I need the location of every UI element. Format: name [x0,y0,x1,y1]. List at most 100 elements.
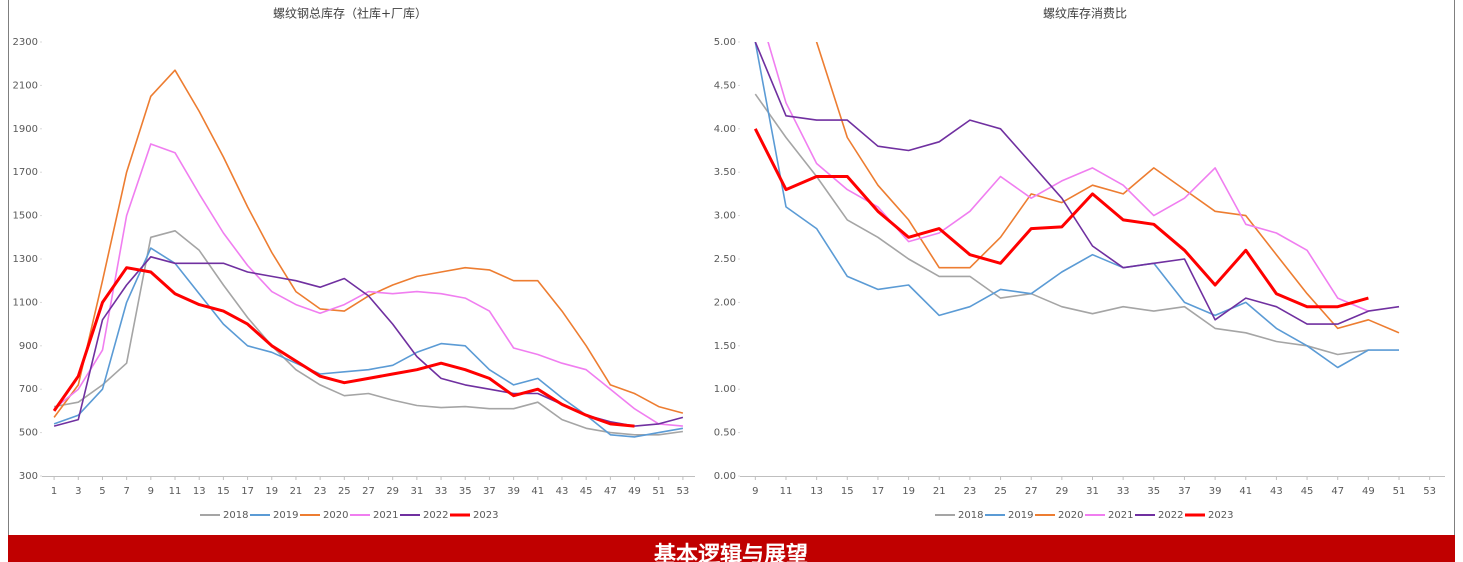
x-tick-label: 29 [1055,486,1068,497]
x-tick-label: 43 [556,486,569,497]
legend-label: 2021 [373,510,398,521]
legend-label: 2020 [1058,510,1083,521]
x-tick-label: 1 [51,486,57,497]
series-line [767,42,1369,312]
series-line [53,247,684,438]
series-line [815,42,1400,334]
x-tick-label: 31 [1086,486,1099,497]
plot-area [52,69,684,438]
series-line [53,230,684,436]
x-tick-label: 11 [780,486,793,497]
y-tick-label: 5.00 [714,37,736,48]
y-tick-label: 2.50 [714,254,736,265]
x-tick-label: 19 [265,486,278,497]
chart-title: 螺纹钢总库存（社库+厂库） [273,6,427,21]
series-line [52,266,635,428]
series-line [754,42,1400,325]
series-line [53,256,684,427]
legend-label: 2023 [1208,510,1233,521]
y-tick-label: 3.00 [714,211,736,222]
legend-label: 2022 [1158,510,1183,521]
chart-title: 螺纹库存消费比 [1043,6,1127,21]
y-tick-label: 4.50 [714,80,736,91]
x-tick-label: 15 [217,486,230,497]
y-tick-label: 900 [19,341,38,352]
y-tick-label: 1300 [13,254,38,265]
y-tick-label: 2.00 [714,297,736,308]
x-tick-label: 25 [994,486,1007,497]
y-tick-label: 1700 [13,167,38,178]
y-tick-label: 1.50 [714,341,736,352]
x-tick-label: 23 [964,486,977,497]
x-tick-label: 19 [902,486,915,497]
y-tick-label: 3.50 [714,167,736,178]
series-line [754,42,1399,369]
x-tick-label: 47 [1331,486,1344,497]
legend-label: 2021 [1108,510,1133,521]
x-tick-label: 53 [1423,486,1436,497]
x-tick-label: 35 [459,486,472,497]
y-tick-label: 2300 [13,37,38,48]
x-tick-label: 47 [604,486,617,497]
y-tick-label: 4.00 [714,124,736,135]
x-tick-label: 37 [483,486,496,497]
x-tick-label: 43 [1270,486,1283,497]
y-tick-label: 1.00 [714,384,736,395]
series-line [753,128,1369,309]
legend-label: 2019 [273,510,298,521]
x-tick-label: 37 [1178,486,1191,497]
x-tick-label: 5 [99,486,105,497]
x-tick-label: 29 [386,486,399,497]
legend-label: 2018 [958,510,983,521]
y-tick-label: 300 [19,471,38,482]
x-tick-label: 7 [123,486,129,497]
x-tick-label: 33 [435,486,448,497]
x-tick-label: 15 [841,486,854,497]
x-tick-label: 13 [193,486,206,497]
x-tick-label: 35 [1147,486,1160,497]
y-tick-label: 700 [19,384,38,395]
x-tick-label: 51 [652,486,665,497]
legend-label: 2018 [223,510,248,521]
series-line [754,93,1369,356]
x-tick-label: 21 [933,486,946,497]
x-tick-label: 33 [1117,486,1130,497]
legend-label: 2020 [323,510,348,521]
x-tick-label: 9 [752,486,758,497]
banner-title: 基本逻辑与展望 [654,542,808,562]
y-tick-label: 0.50 [714,428,736,439]
x-tick-label: 17 [872,486,885,497]
x-tick-label: 3 [75,486,81,497]
x-tick-label: 9 [148,486,154,497]
x-tick-label: 27 [1025,486,1038,497]
x-tick-label: 27 [362,486,375,497]
x-tick-label: 51 [1393,486,1406,497]
legend-label: 2023 [473,510,498,521]
y-tick-label: 500 [19,428,38,439]
x-tick-label: 53 [677,486,690,497]
y-tick-label: 1900 [13,124,38,135]
x-tick-label: 17 [241,486,254,497]
x-tick-label: 13 [810,486,823,497]
x-tick-label: 41 [1239,486,1252,497]
x-tick-label: 25 [338,486,351,497]
x-tick-label: 23 [314,486,327,497]
x-tick-label: 39 [507,486,520,497]
y-tick-label: 1100 [13,297,38,308]
x-tick-label: 49 [1362,486,1375,497]
y-tick-label: 2100 [13,80,38,91]
x-tick-label: 21 [290,486,303,497]
x-tick-label: 49 [628,486,641,497]
banner [8,535,1455,562]
series-line [53,143,683,427]
x-tick-label: 45 [580,486,593,497]
x-tick-label: 41 [531,486,544,497]
x-tick-label: 31 [411,486,424,497]
x-tick-label: 45 [1301,486,1314,497]
series-line [53,69,684,418]
y-tick-label: 0.00 [714,471,736,482]
y-tick-label: 1500 [13,211,38,222]
x-tick-label: 11 [169,486,182,497]
x-tick-label: 39 [1209,486,1222,497]
